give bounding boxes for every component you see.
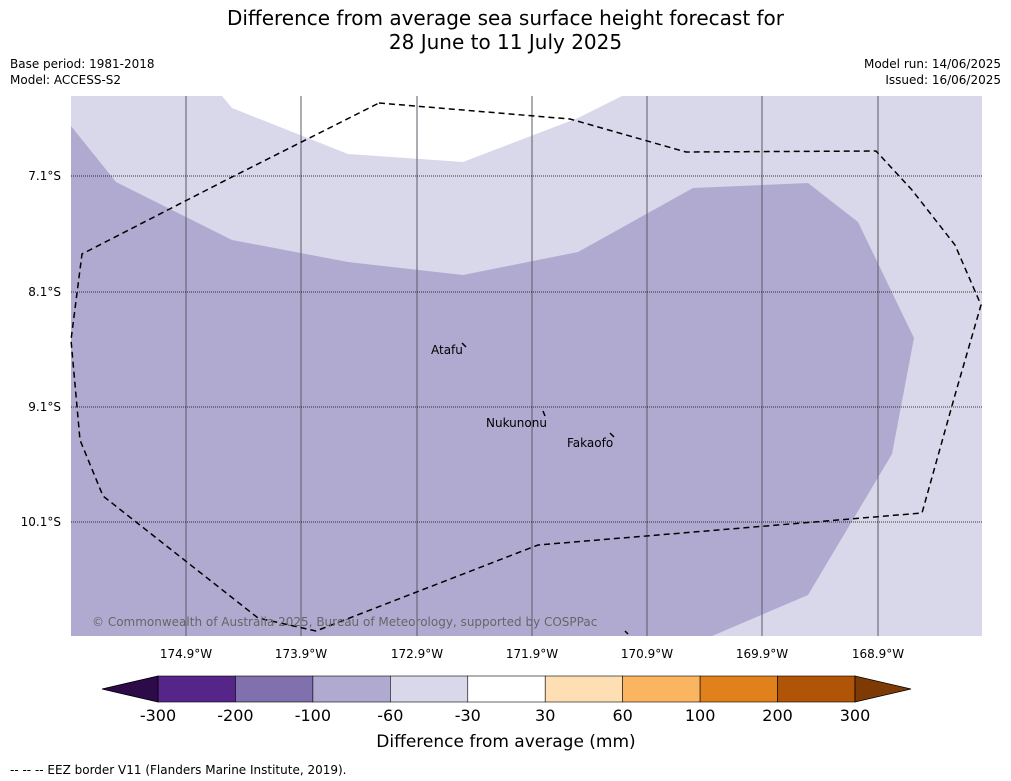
colorbar-title: Difference from average (mm) [376, 732, 635, 752]
lat-label: 10.1°S [21, 515, 61, 529]
atafu-island-shape [461, 342, 467, 348]
swains-island-shape [624, 630, 629, 635]
map-panel: Atafu Nukunonu Fakaofo © Commonwealth of… [70, 96, 982, 636]
place-label-fakaofo: Fakaofo [567, 436, 613, 450]
colorbar-tick-label: -30 [455, 706, 481, 725]
colorbar-segment [699, 675, 778, 703]
lon-label: 171.9°W [506, 647, 558, 661]
colorbar-segment [777, 675, 856, 703]
colorbar-under-arrow [101, 675, 159, 703]
title-line-1: Difference from average sea surface heig… [226, 6, 785, 30]
colorbar-tick-label: -100 [295, 706, 331, 725]
title-line-2: 28 June to 11 July 2025 [388, 30, 623, 54]
contour-below-average [71, 126, 914, 636]
colorbar-tick-labels: -300 -200 -100 -60 -30 30 60 100 200 300 [140, 706, 870, 725]
lon-label: 174.9°W [160, 647, 212, 661]
meta-left: Base period: 1981-2018 Model: ACCESS-S2 [10, 56, 155, 88]
fakaofo-island-shape [609, 432, 615, 438]
colorbar-segment [544, 675, 623, 703]
longitude-labels: 174.9°W 173.9°W 172.9°W 171.9°W 170.9°W … [160, 647, 904, 661]
model-name: Model: ACCESS-S2 [10, 73, 122, 87]
base-period: Base period: 1981-2018 [10, 57, 155, 71]
lat-label: 8.1°S [28, 285, 61, 299]
colorbar-segments [157, 675, 856, 703]
lat-label: 7.1°S [28, 169, 61, 183]
colorbar-tick-label: 30 [535, 706, 555, 725]
lon-label: 172.9°W [391, 647, 443, 661]
issued-date: Issued: 16/06/2025 [885, 73, 1001, 87]
longitude-gridlines [185, 96, 879, 636]
colorbar: -300 -200 -100 -60 -30 30 60 100 200 300 Differen… [101, 675, 912, 752]
meta-right: Model run: 14/06/2025 Issued: 16/06/2025 [864, 56, 1001, 88]
model-run: Model run: 14/06/2025 [863, 57, 1001, 71]
colorbar-tick-label: 100 [685, 706, 716, 725]
latitude-labels: 7.1°S 8.1°S 9.1°S 10.1°S [21, 169, 61, 529]
colorbar-tick-label: -300 [140, 706, 176, 725]
lon-label: 169.9°W [736, 647, 788, 661]
colorbar-segment [467, 675, 546, 703]
colorbar-tick-label: 60 [612, 706, 632, 725]
lon-label: 170.9°W [621, 647, 673, 661]
eez-border [70, 102, 982, 632]
copyright-notice: © Commonwealth of Australia 2025, Bureau… [92, 615, 597, 629]
place-label-atafu: Atafu [431, 343, 463, 357]
contour-near-average [222, 96, 622, 162]
lat-label: 9.1°S [28, 400, 61, 414]
colorbar-segment [622, 675, 701, 703]
colorbar-segment [235, 675, 314, 703]
colorbar-over-arrow [854, 675, 912, 703]
colorbar-tick-label: -60 [377, 706, 403, 725]
eez-legend-note: -- -- -- EEZ border V11 (Flanders Marine… [10, 763, 347, 777]
colorbar-segment [312, 675, 391, 703]
place-label-nukunonu: Nukunonu [486, 416, 547, 430]
lon-label: 173.9°W [275, 647, 327, 661]
colorbar-segment [390, 675, 469, 703]
nukunonu-island-shape [542, 410, 546, 417]
map-title: Difference from average sea surface heig… [0, 6, 1011, 54]
lon-label: 168.9°W [852, 647, 904, 661]
colorbar-tick-label: 200 [762, 706, 793, 725]
colorbar-tick-label: -200 [217, 706, 253, 725]
colorbar-segment [157, 675, 236, 703]
colorbar-tick-label: 300 [840, 706, 871, 725]
